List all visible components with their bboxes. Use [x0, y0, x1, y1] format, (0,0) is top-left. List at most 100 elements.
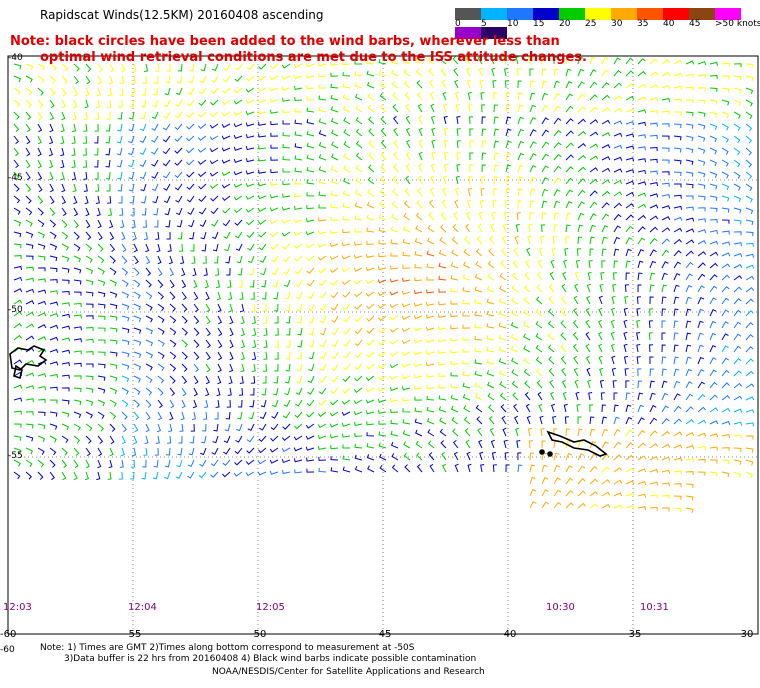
wind-barbs [13, 55, 755, 513]
wind-barb [625, 169, 635, 174]
wind-barb [463, 416, 471, 425]
wind-barb [625, 404, 632, 413]
scale-swatch [663, 8, 689, 20]
wind-barb [365, 375, 375, 381]
wind-barb [661, 507, 670, 512]
wind-barb [601, 503, 611, 509]
wind-barb [721, 333, 729, 341]
wind-barb [37, 471, 44, 480]
wind-barb [649, 204, 659, 209]
wind-barb [625, 454, 635, 461]
wind-barb [537, 391, 543, 401]
wind-barb [25, 359, 35, 365]
wind-barb [366, 421, 375, 426]
wind-barb [733, 183, 741, 191]
wind-barb [390, 430, 399, 437]
wind-barb [499, 272, 507, 281]
wind-barb [151, 183, 159, 192]
wind-barb [525, 259, 531, 269]
wind-barb [413, 362, 423, 367]
wind-barb [474, 335, 483, 341]
wind-barb [306, 457, 315, 462]
wind-barb [252, 351, 257, 361]
wind-barb [131, 75, 136, 84]
wind-barb [133, 291, 141, 299]
wind-barb [106, 183, 111, 192]
wind-barb [367, 465, 375, 473]
wind-barb [245, 471, 255, 477]
wind-barb [13, 171, 20, 180]
wind-barb [223, 231, 231, 239]
wind-barb [505, 116, 512, 125]
wind-barb [745, 123, 753, 132]
wind-barb [636, 331, 641, 341]
wind-barb [455, 91, 460, 101]
wind-barb [380, 139, 387, 149]
wind-barb [438, 275, 447, 281]
wind-barb [73, 219, 79, 229]
wind-barb [270, 156, 279, 161]
wind-barb [721, 99, 730, 106]
wind-barb [251, 303, 256, 312]
wind-barb [49, 324, 59, 329]
wind-barb [245, 111, 255, 116]
wind-barb [176, 219, 183, 228]
wind-barb [61, 219, 68, 228]
wind-barb [697, 207, 706, 212]
wind-barb [561, 379, 567, 389]
wind-barb [637, 214, 647, 221]
wind-barb [613, 416, 620, 425]
wind-barb [685, 431, 695, 437]
wind-barb [377, 303, 387, 309]
wind-barb [197, 135, 207, 141]
wind-barb [37, 324, 47, 329]
wind-barb [296, 375, 303, 384]
wind-barb [541, 440, 546, 449]
wind-barb [121, 387, 129, 395]
wind-barb [295, 387, 303, 396]
wind-barb [163, 111, 171, 119]
wind-barb [733, 171, 741, 180]
lat-label: -45 [8, 173, 23, 183]
wind-barb [97, 459, 102, 469]
wind-barb [685, 368, 692, 377]
wind-barb [167, 243, 172, 252]
wind-barb [48, 147, 54, 157]
wind-barb [453, 211, 459, 221]
wind-barb [709, 381, 718, 389]
wind-barb [439, 417, 447, 425]
wind-barb [133, 423, 139, 433]
wind-barb [293, 205, 303, 210]
wind-barb [455, 175, 460, 185]
wind-barb [144, 435, 149, 445]
wind-barb [450, 349, 459, 354]
wind-barb [709, 320, 717, 329]
wind-barb [403, 80, 411, 89]
wind-barb [169, 351, 177, 360]
wind-barb [25, 183, 32, 193]
wind-barb [240, 363, 245, 373]
wind-barb [517, 80, 522, 89]
wind-barb [709, 433, 719, 438]
wind-barb [468, 176, 473, 185]
wind-barb [163, 195, 171, 204]
wind-barb [237, 411, 243, 420]
wind-barb [601, 202, 610, 209]
wind-barb [450, 300, 459, 305]
scale-swatch [559, 8, 585, 20]
wind-barb [260, 399, 267, 408]
wind-barb [141, 87, 147, 96]
wind-barb [661, 284, 668, 293]
wind-barb [661, 135, 670, 140]
wind-barb [229, 351, 234, 361]
wind-barb [637, 70, 647, 77]
wind-barb [109, 435, 115, 445]
wind-barb [565, 440, 572, 449]
wind-barb [733, 275, 743, 281]
wind-barb [151, 159, 159, 167]
wind-barb [246, 447, 255, 454]
wind-barb [553, 177, 561, 185]
wind-barb [637, 260, 644, 269]
wind-barb [343, 327, 351, 335]
wind-barb [661, 368, 667, 377]
